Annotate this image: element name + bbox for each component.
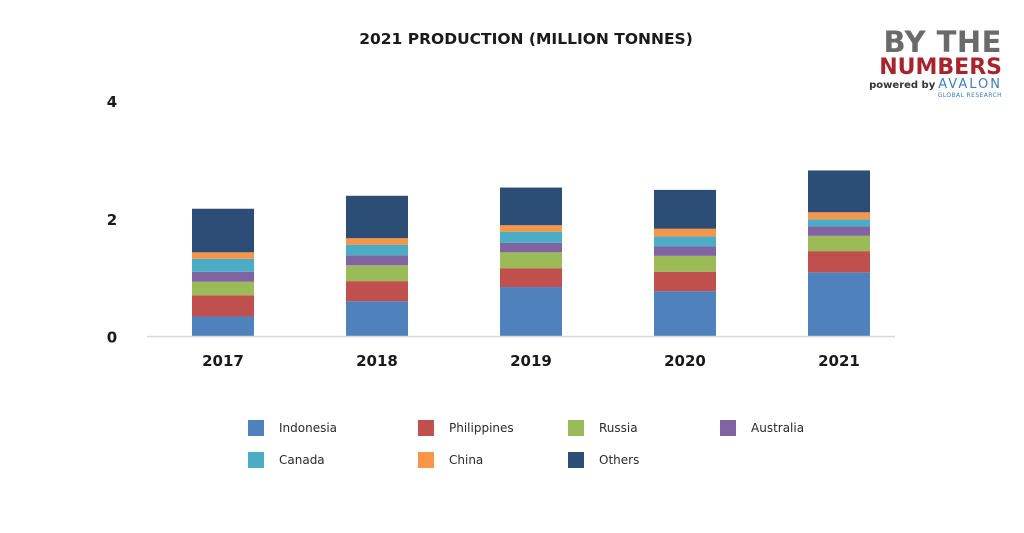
legend-label: China bbox=[449, 453, 483, 467]
bar-segment-canada-2017 bbox=[192, 258, 254, 272]
bar-segment-philippines-2019 bbox=[500, 268, 562, 288]
bar-segment-indonesia-2019 bbox=[500, 287, 562, 337]
bar-segment-philippines-2021 bbox=[808, 251, 870, 273]
x-tick-label: 2019 bbox=[510, 352, 552, 370]
bar-segment-indonesia-2018 bbox=[346, 301, 408, 337]
legend-label: Philippines bbox=[449, 421, 514, 435]
x-tick-label: 2021 bbox=[818, 352, 860, 370]
bar-segment-philippines-2020 bbox=[654, 271, 716, 292]
bar-segment-indonesia-2021 bbox=[808, 272, 870, 337]
bar-segment-russia-2019 bbox=[500, 252, 562, 269]
legend-label: Australia bbox=[751, 421, 804, 435]
bar-segment-russia-2018 bbox=[346, 265, 408, 282]
legend-item-russia: Russia bbox=[568, 420, 638, 436]
bar-stack-2017 bbox=[192, 208, 254, 337]
bar-segment-others-2018 bbox=[346, 195, 408, 239]
bar-segment-philippines-2018 bbox=[346, 281, 408, 302]
bar-segment-china-2017 bbox=[192, 252, 254, 259]
logo-subtitle: GLOBAL RESEARCH bbox=[937, 92, 1002, 99]
bar-segment-philippines-2017 bbox=[192, 295, 254, 317]
bar-segment-china-2018 bbox=[346, 238, 408, 245]
y-tick-label: 2 bbox=[107, 211, 117, 229]
bars bbox=[192, 170, 870, 337]
bar-segment-russia-2021 bbox=[808, 235, 870, 252]
legend-item-canada: Canada bbox=[248, 452, 325, 468]
y-axis: 0 2 4 bbox=[107, 93, 117, 347]
x-tick-label: 2017 bbox=[202, 352, 244, 370]
powered-by-text: powered by bbox=[869, 80, 936, 91]
bar-segment-indonesia-2020 bbox=[654, 291, 716, 337]
legend-item-australia: Australia bbox=[720, 420, 804, 436]
bar-stack-2018 bbox=[346, 195, 408, 337]
bar-segment-china-2019 bbox=[500, 225, 562, 232]
legend-swatch bbox=[418, 452, 434, 468]
bar-stack-2021 bbox=[808, 170, 870, 337]
bar-segment-indonesia-2017 bbox=[192, 316, 254, 337]
bar-segment-china-2020 bbox=[654, 228, 716, 237]
y-tick-label: 4 bbox=[107, 93, 117, 111]
bar-segment-australia-2020 bbox=[654, 246, 716, 256]
legend-label: Russia bbox=[599, 421, 638, 435]
legend-swatch bbox=[248, 452, 264, 468]
bar-segment-australia-2021 bbox=[808, 226, 870, 236]
bar-segment-canada-2018 bbox=[346, 244, 408, 256]
bar-segment-russia-2017 bbox=[192, 281, 254, 296]
logo-line-2: NUMBERS bbox=[879, 55, 1002, 80]
legend-swatch bbox=[248, 420, 264, 436]
x-tick-label: 2020 bbox=[664, 352, 706, 370]
legend-label: Canada bbox=[279, 453, 325, 467]
legend-item-philippines: Philippines bbox=[418, 420, 514, 436]
legend-swatch bbox=[568, 452, 584, 468]
bar-segment-others-2020 bbox=[654, 189, 716, 229]
bar-segment-others-2019 bbox=[500, 187, 562, 226]
bar-segment-australia-2018 bbox=[346, 255, 408, 266]
bar-stack-2019 bbox=[500, 187, 562, 337]
bar-segment-china-2021 bbox=[808, 212, 870, 220]
bar-stack-2020 bbox=[654, 189, 716, 337]
y-tick-label: 0 bbox=[107, 329, 117, 347]
x-tick-label: 2018 bbox=[356, 352, 398, 370]
bar-segment-others-2017 bbox=[192, 208, 254, 253]
bar-segment-canada-2019 bbox=[500, 231, 562, 243]
by-the-numbers-logo: BY THE NUMBERS powered by AVALON GLOBAL R… bbox=[862, 28, 1002, 100]
logo-powered-by: powered by AVALON bbox=[862, 77, 1002, 92]
legend-item-others: Others bbox=[568, 452, 639, 468]
bar-segment-australia-2017 bbox=[192, 271, 254, 282]
legend-item-china: China bbox=[418, 452, 483, 468]
bar-segment-others-2021 bbox=[808, 170, 870, 213]
legend-label: Others bbox=[599, 453, 639, 467]
legend-label: Indonesia bbox=[279, 421, 337, 435]
bar-segment-canada-2021 bbox=[808, 219, 870, 227]
legend-swatch bbox=[720, 420, 736, 436]
legend-swatch bbox=[568, 420, 584, 436]
legend: Indonesia Philippines Russia Australia Canad… bbox=[248, 420, 804, 468]
avalon-brand: AVALON bbox=[938, 77, 1002, 92]
bar-segment-russia-2020 bbox=[654, 255, 716, 272]
logo-line-1: BY THE bbox=[883, 25, 1002, 59]
chart-title: 2021 PRODUCTION (MILLION TONNES) bbox=[359, 30, 693, 48]
bar-segment-australia-2019 bbox=[500, 242, 562, 253]
legend-swatch bbox=[418, 420, 434, 436]
x-axis: 2017 2018 2019 2020 2021 bbox=[202, 352, 860, 370]
legend-item-indonesia: Indonesia bbox=[248, 420, 337, 436]
bar-segment-canada-2020 bbox=[654, 236, 716, 247]
